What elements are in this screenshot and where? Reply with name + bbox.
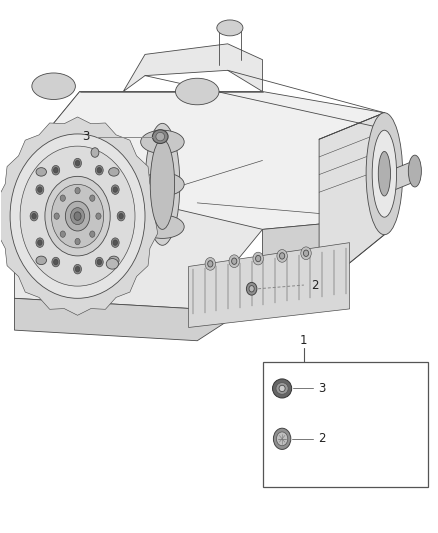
Ellipse shape: [247, 282, 257, 295]
Ellipse shape: [97, 167, 102, 173]
Ellipse shape: [75, 238, 80, 245]
Ellipse shape: [36, 256, 46, 264]
Text: 3: 3: [83, 130, 90, 143]
Ellipse shape: [156, 132, 165, 141]
Ellipse shape: [10, 134, 145, 298]
Ellipse shape: [45, 176, 110, 256]
Ellipse shape: [75, 160, 80, 166]
Ellipse shape: [279, 385, 285, 392]
Ellipse shape: [301, 247, 311, 260]
Ellipse shape: [52, 257, 60, 267]
Text: 3: 3: [318, 382, 325, 395]
Ellipse shape: [91, 148, 99, 157]
Ellipse shape: [145, 123, 180, 245]
Ellipse shape: [51, 184, 104, 248]
Polygon shape: [14, 92, 262, 309]
Ellipse shape: [119, 214, 123, 219]
Polygon shape: [376, 160, 415, 198]
Polygon shape: [0, 117, 158, 316]
Text: 1: 1: [300, 334, 307, 347]
Ellipse shape: [65, 201, 90, 231]
Ellipse shape: [60, 231, 65, 237]
Ellipse shape: [378, 151, 391, 196]
Ellipse shape: [52, 165, 60, 175]
Ellipse shape: [249, 286, 254, 292]
Ellipse shape: [106, 259, 118, 269]
Ellipse shape: [141, 173, 184, 196]
Ellipse shape: [113, 240, 117, 245]
Ellipse shape: [141, 215, 184, 238]
Ellipse shape: [276, 432, 288, 446]
Ellipse shape: [273, 428, 291, 449]
Ellipse shape: [109, 168, 119, 176]
Ellipse shape: [36, 168, 46, 176]
Ellipse shape: [232, 258, 237, 264]
Ellipse shape: [90, 231, 95, 237]
Polygon shape: [188, 243, 350, 327]
Ellipse shape: [60, 195, 65, 201]
Ellipse shape: [277, 249, 287, 262]
Ellipse shape: [272, 379, 292, 398]
Ellipse shape: [150, 139, 175, 229]
Text: 2: 2: [311, 279, 318, 292]
Ellipse shape: [96, 213, 101, 219]
Ellipse shape: [97, 260, 102, 265]
Ellipse shape: [109, 256, 119, 264]
Ellipse shape: [208, 261, 213, 267]
Ellipse shape: [176, 78, 219, 105]
Ellipse shape: [152, 130, 168, 143]
Ellipse shape: [90, 195, 95, 201]
Polygon shape: [14, 92, 385, 229]
Polygon shape: [123, 44, 262, 92]
Ellipse shape: [117, 212, 125, 221]
Ellipse shape: [38, 187, 42, 192]
Ellipse shape: [74, 264, 81, 274]
Ellipse shape: [141, 130, 184, 154]
Ellipse shape: [54, 213, 59, 219]
Ellipse shape: [30, 212, 38, 221]
Ellipse shape: [36, 185, 44, 195]
Ellipse shape: [75, 188, 80, 194]
Ellipse shape: [111, 238, 119, 247]
Ellipse shape: [74, 158, 81, 168]
Text: 2: 2: [318, 432, 325, 446]
Polygon shape: [262, 144, 385, 261]
Polygon shape: [14, 256, 319, 341]
Ellipse shape: [113, 187, 117, 192]
Ellipse shape: [276, 383, 288, 394]
Ellipse shape: [71, 208, 85, 224]
Ellipse shape: [366, 113, 403, 235]
Ellipse shape: [95, 165, 103, 175]
Ellipse shape: [38, 240, 42, 245]
Ellipse shape: [20, 146, 135, 286]
Ellipse shape: [304, 250, 309, 256]
Ellipse shape: [32, 73, 75, 100]
Ellipse shape: [1, 123, 154, 309]
Polygon shape: [319, 113, 385, 288]
Ellipse shape: [408, 155, 421, 187]
Ellipse shape: [111, 185, 119, 195]
Ellipse shape: [36, 238, 44, 247]
Ellipse shape: [75, 266, 80, 272]
Ellipse shape: [95, 257, 103, 267]
Ellipse shape: [279, 253, 285, 259]
Ellipse shape: [74, 212, 81, 220]
Ellipse shape: [53, 167, 58, 173]
Ellipse shape: [253, 252, 263, 265]
Ellipse shape: [372, 130, 396, 217]
Ellipse shape: [53, 260, 58, 265]
Ellipse shape: [205, 257, 215, 270]
Ellipse shape: [229, 255, 240, 268]
Ellipse shape: [255, 255, 261, 262]
Bar: [262, 362, 428, 487]
Ellipse shape: [217, 20, 243, 36]
Ellipse shape: [32, 214, 36, 219]
